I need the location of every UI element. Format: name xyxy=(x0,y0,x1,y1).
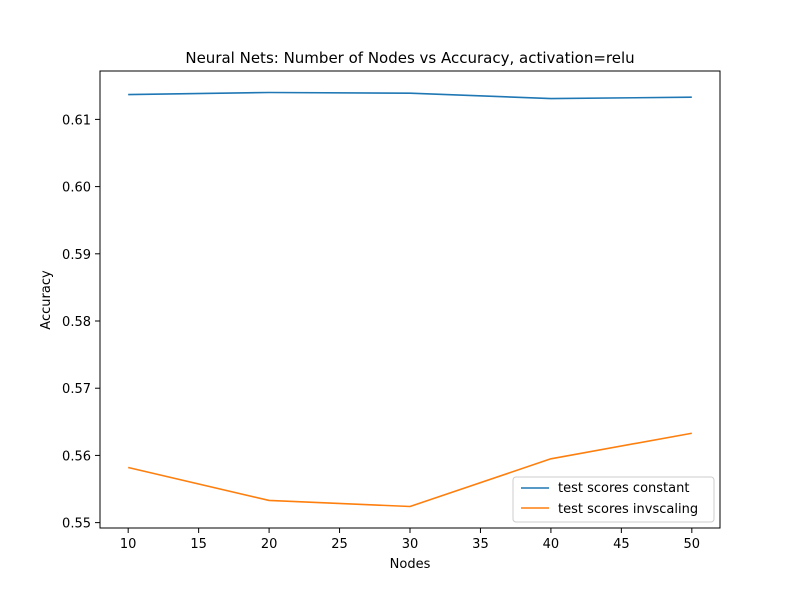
x-tick-label: 15 xyxy=(190,537,207,552)
x-tick-label: 10 xyxy=(120,537,137,552)
chart-title: Neural Nets: Number of Nodes vs Accuracy… xyxy=(185,49,634,67)
x-axis-label: Nodes xyxy=(390,557,431,572)
legend-box xyxy=(512,476,715,523)
x-tick-label: 45 xyxy=(613,537,630,552)
y-tick-label: 0.56 xyxy=(62,449,91,464)
x-tick-label: 25 xyxy=(331,537,348,552)
series-line-invscaling xyxy=(127,432,692,508)
legend-label-constant: test scores constant xyxy=(558,481,689,496)
y-tick-label: 0.60 xyxy=(62,181,91,196)
y-axis-label: Accuracy xyxy=(39,270,54,330)
plot-area xyxy=(99,70,721,529)
legend-label-invscaling: test scores invscaling xyxy=(558,502,698,517)
y-tick-label: 0.61 xyxy=(62,113,91,128)
x-axis: 10 15 20 25 30 35 40 45 50 xyxy=(120,528,700,552)
x-tick-label: 35 xyxy=(472,537,489,552)
x-tick-label: 50 xyxy=(684,537,701,552)
y-tick-label: 0.55 xyxy=(62,517,91,532)
x-tick-label: 40 xyxy=(543,537,560,552)
series-lines xyxy=(127,91,692,508)
y-tick-label: 0.57 xyxy=(62,382,91,397)
x-tick-label: 20 xyxy=(261,537,278,552)
series-line-constant xyxy=(128,91,692,100)
y-tick-label: 0.59 xyxy=(62,248,91,263)
plot-frame xyxy=(99,70,721,529)
y-tick-label: 0.58 xyxy=(62,315,91,330)
legend: test scores constant test scores invscal… xyxy=(512,476,715,523)
y-axis: 0.55 0.56 0.57 0.58 0.59 0.60 0.61 xyxy=(62,113,100,532)
x-tick-label: 30 xyxy=(402,537,419,552)
